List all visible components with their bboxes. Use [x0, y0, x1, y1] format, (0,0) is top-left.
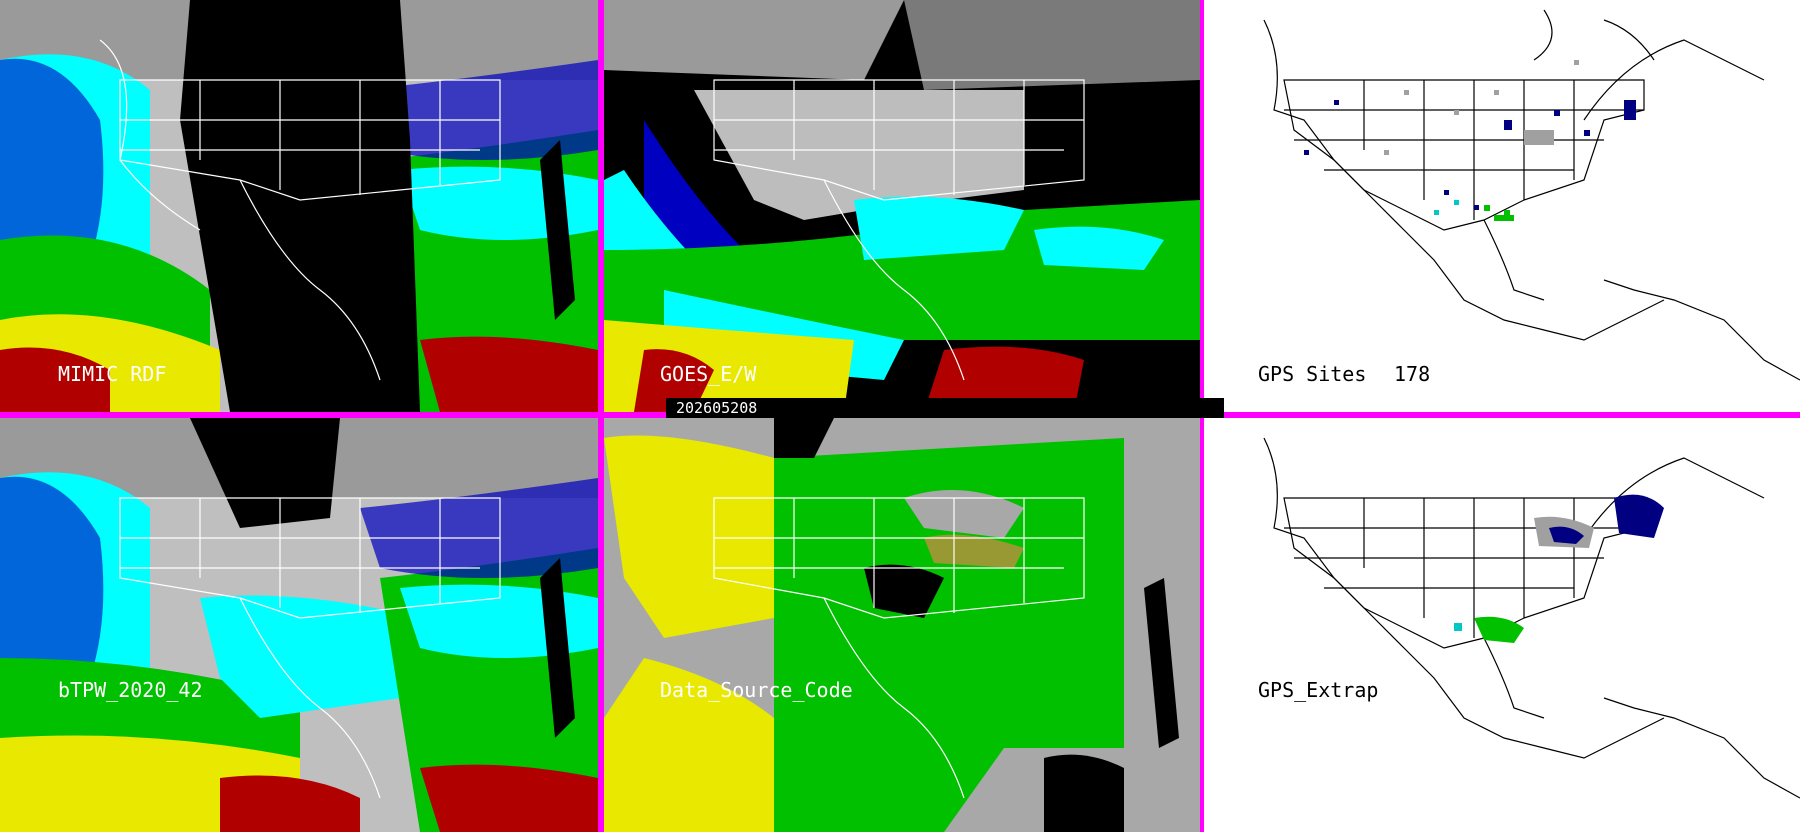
goes-map — [604, 0, 1200, 412]
panel-label: GPS Sites — [1258, 362, 1367, 386]
timestamp-bar: 202605208 — [666, 398, 1224, 418]
panel-label: GOES_E/W — [660, 362, 757, 386]
panel-mimic-rdf: MIMIC RDF — [0, 0, 598, 412]
panel-gps-extrap: GPS_Extrap — [1204, 418, 1800, 832]
mimic-map — [0, 0, 598, 412]
panel-btpw: bTPW_2020_42 — [0, 418, 598, 832]
panel-goes: GOES_E/W — [604, 0, 1200, 412]
panel-gps-sites: GPS Sites 178 — [1204, 0, 1800, 412]
gps-sites-map — [1204, 0, 1800, 412]
data-source-map — [604, 418, 1200, 832]
panel-label: MIMIC RDF — [58, 362, 167, 386]
panel-data-source-code: Data_Source_Code — [604, 418, 1200, 832]
btpw-map — [0, 418, 598, 832]
panel-label: bTPW_2020_42 — [58, 678, 203, 702]
panel-label: Data_Source_Code — [660, 678, 853, 702]
gps-site-count: 178 — [1394, 362, 1431, 386]
gps-extrap-map — [1204, 418, 1800, 832]
panel-label: GPS_Extrap — [1258, 678, 1379, 702]
